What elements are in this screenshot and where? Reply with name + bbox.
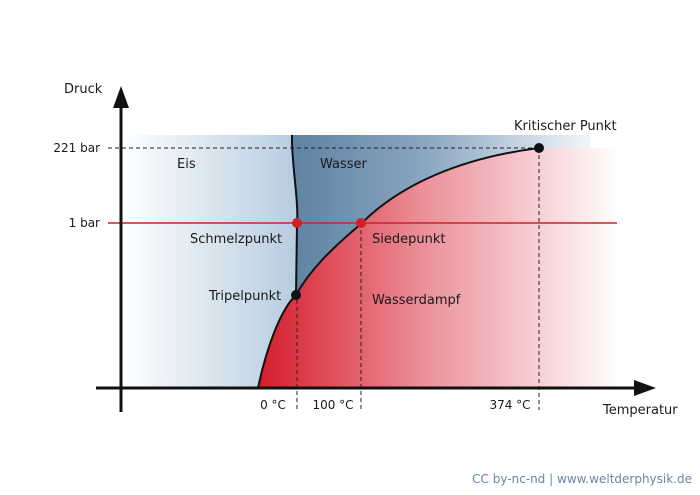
- x-tick-100c: 100 °C: [312, 398, 353, 412]
- ice-region: [121, 135, 298, 388]
- water-region: [291, 135, 590, 295]
- critical-point-label: Kritischer Punkt: [514, 119, 617, 134]
- y-tick-1bar: 1 bar: [69, 216, 100, 230]
- y-axis-label: Druck: [64, 82, 103, 97]
- vaporization-curve: [257, 147, 540, 389]
- x-tick-374c: 374 °C: [489, 398, 530, 412]
- melting-point-marker: [292, 218, 302, 228]
- footer-separator: |: [549, 472, 554, 486]
- critical-point-marker: [534, 143, 544, 153]
- y-tick-221bar: 221 bar: [53, 141, 100, 155]
- footer-credit: CC by-nc-nd | www.weltderphysik.de: [472, 472, 692, 486]
- vapor-region: [258, 148, 620, 388]
- boiling-point-marker: [356, 218, 366, 228]
- boiling-point-label: Siedepunkt: [372, 232, 445, 247]
- y-axis-arrow: [113, 86, 129, 108]
- triple-point-label: Tripelpunkt: [208, 289, 281, 304]
- region-label-vapor: Wasserdampf: [372, 293, 461, 308]
- website-link[interactable]: www.weltderphysik.de: [557, 472, 692, 486]
- region-label-water: Wasser: [320, 157, 368, 172]
- x-axis-arrow: [634, 380, 656, 396]
- region-label-ice: Eis: [177, 157, 196, 172]
- x-axis-label: Temperatur: [602, 403, 678, 418]
- melting-point-label: Schmelzpunkt: [190, 232, 282, 247]
- license-text: CC by-nc-nd: [472, 472, 546, 486]
- triple-point-marker: [291, 290, 301, 300]
- x-tick-0c: 0 °C: [260, 398, 286, 412]
